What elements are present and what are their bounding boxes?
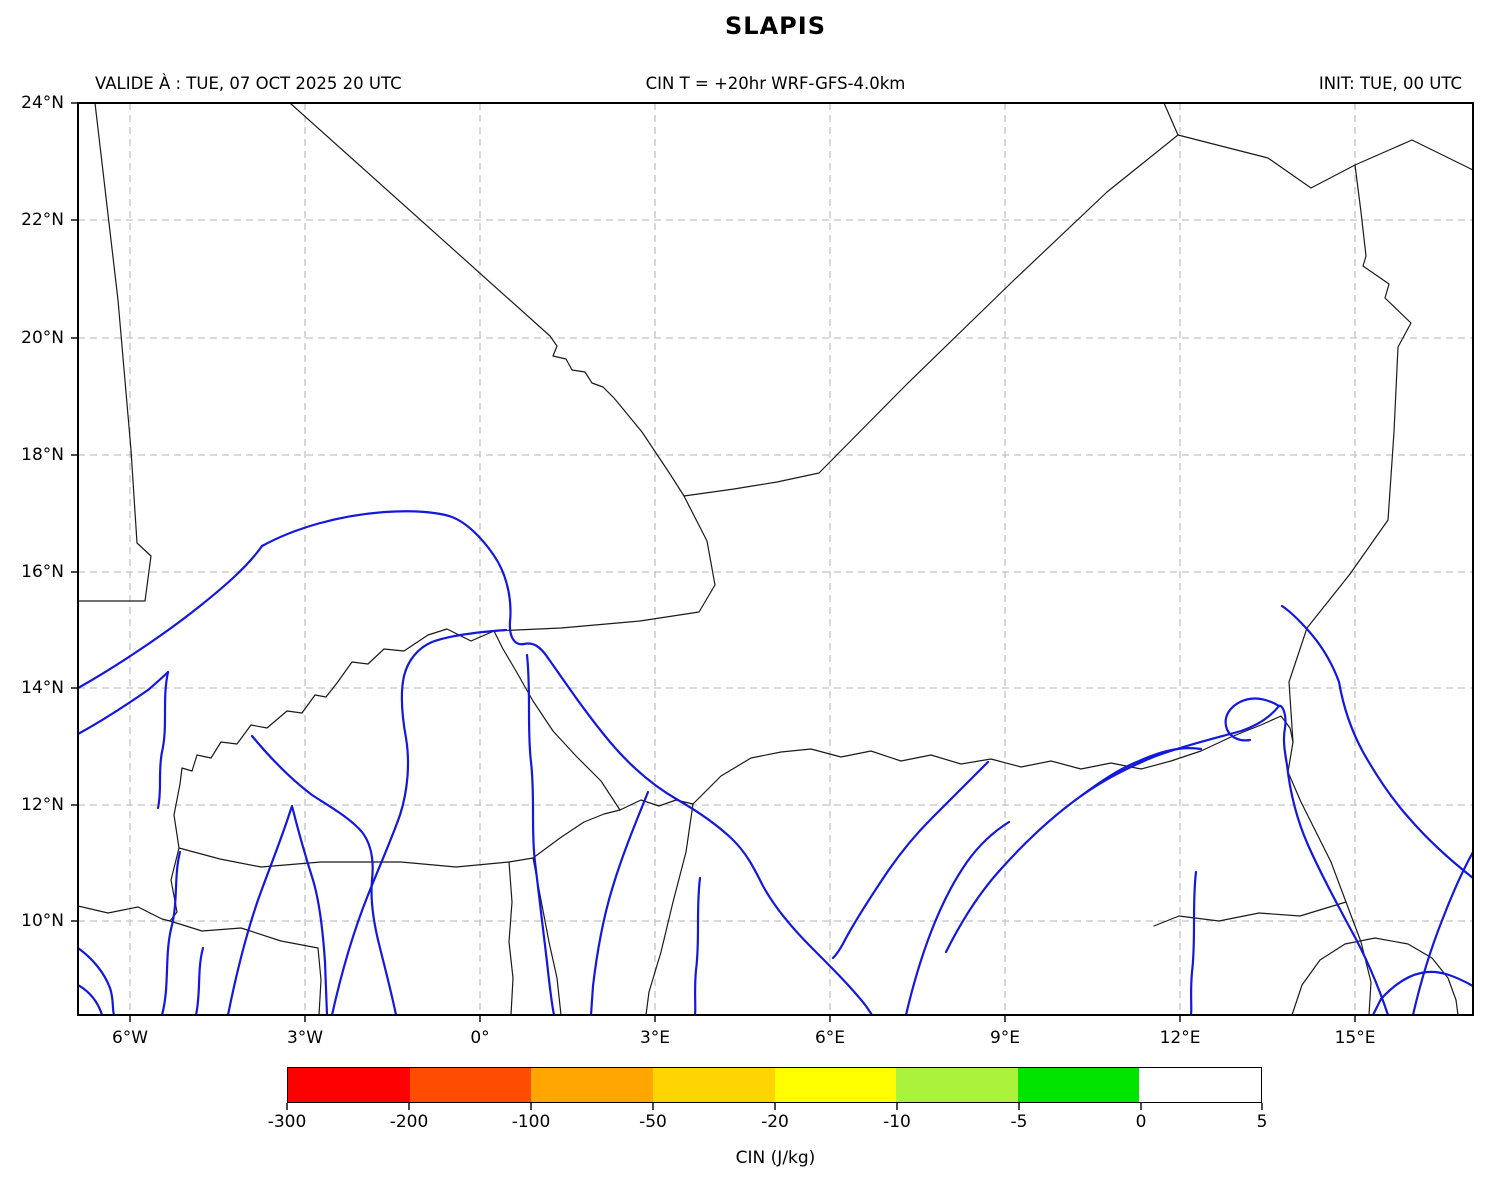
y-axis-label: 14°N <box>21 678 64 698</box>
colorbar-segment <box>288 1068 410 1102</box>
gridlines <box>78 103 1473 1015</box>
border-segment <box>317 947 322 1015</box>
river-segment <box>944 704 1281 954</box>
river-segment <box>1277 704 1390 1015</box>
colorbar-tick-label: 0 <box>1135 1112 1147 1132</box>
border-segment <box>78 905 171 922</box>
river-segment <box>160 850 182 1015</box>
product-label: CIN T = +20hr WRF-GFS-4.0km <box>645 74 906 93</box>
river-segment <box>1280 604 1473 880</box>
river-segment <box>78 670 170 736</box>
river-segment <box>78 544 264 690</box>
border-segment <box>692 715 1294 805</box>
x-axis-label: 0° <box>470 1028 490 1048</box>
x-axis-label: 12°E <box>1159 1028 1201 1048</box>
x-axis-label: 9°E <box>989 1028 1021 1048</box>
valid-time-label: VALIDE À : TUE, 07 OCT 2025 20 UTC <box>95 74 402 93</box>
y-axis-label: 10°N <box>21 911 64 931</box>
colorbar-tick-label: -50 <box>639 1112 667 1132</box>
x-axis-label: 3°E <box>639 1028 671 1048</box>
river-segment <box>330 628 508 1015</box>
border-segment <box>1291 937 1459 1015</box>
border-segment <box>1163 103 1179 136</box>
colorbar <box>287 1067 1262 1103</box>
border-segment <box>508 861 514 1015</box>
colorbar-segment <box>1139 1068 1261 1102</box>
border-segment <box>1288 164 1412 743</box>
river-segment <box>78 983 104 1015</box>
river-segment <box>831 760 990 960</box>
colorbar-tick-label: -10 <box>883 1112 911 1132</box>
border-segment <box>645 803 694 1015</box>
y-axis-label: 16°N <box>21 562 64 582</box>
river-segment <box>260 510 874 1015</box>
axis-ticks <box>71 102 1356 1022</box>
colorbar-segment <box>896 1068 1018 1102</box>
border-segment <box>493 630 621 811</box>
border-segment <box>1177 134 1473 189</box>
river-segment <box>1224 697 1281 742</box>
y-axis-label: 18°N <box>21 445 64 465</box>
y-axis-label: 22°N <box>21 210 64 230</box>
colorbar-tick-label: -5 <box>1010 1112 1028 1132</box>
map-frame <box>77 102 1474 1016</box>
x-axis-label: 3°W <box>286 1028 324 1048</box>
x-axis-label: 6°E <box>814 1028 846 1048</box>
y-axis-label: 20°N <box>21 328 64 348</box>
colorbar-ticks <box>286 1103 1263 1110</box>
river-segment <box>156 670 170 810</box>
river-segment <box>194 946 205 1015</box>
page-title: SLAPIS <box>725 12 826 40</box>
colorbar-segment <box>1017 1068 1140 1102</box>
river-segment <box>525 653 556 1015</box>
border-segment <box>532 809 621 859</box>
river-segment <box>1411 850 1473 1015</box>
init-time-label: INIT: TUE, 00 UTC <box>1318 74 1462 93</box>
colorbar-segment <box>409 1068 532 1102</box>
rivers <box>78 510 1473 1015</box>
y-axis-label: 24°N <box>21 93 64 113</box>
x-axis-label: 15°E <box>1334 1028 1376 1048</box>
river-segment <box>1189 870 1198 1015</box>
border-segment <box>1153 901 1347 927</box>
river-segment <box>226 804 329 1015</box>
river-segment <box>693 876 702 1015</box>
border-segment <box>169 920 319 949</box>
river-segment <box>250 734 398 1015</box>
colorbar-tick-label: -20 <box>761 1112 789 1132</box>
colorbar-segment <box>531 1068 653 1102</box>
border-segment <box>169 783 181 922</box>
border-segment <box>289 103 685 497</box>
border-segment <box>178 847 534 868</box>
colorbar-axis-label: CIN (J/kg) <box>735 1148 816 1168</box>
border-segment <box>1287 741 1372 1015</box>
river-segment <box>1079 747 1203 798</box>
river-segment <box>904 820 1011 1015</box>
colorbar-tick-label: -100 <box>511 1112 551 1132</box>
river-segment <box>589 790 650 1015</box>
border-segment <box>493 495 716 632</box>
colorbar-segment <box>774 1068 897 1102</box>
colorbar-tick-label: -200 <box>389 1112 429 1132</box>
border-segment <box>683 134 1179 497</box>
river-segment <box>78 946 116 1015</box>
colorbar-tick-label: -300 <box>267 1112 307 1132</box>
border-segment <box>179 628 495 785</box>
country-borders <box>78 103 1473 1015</box>
y-axis-label: 12°N <box>21 795 64 815</box>
border-segment <box>78 103 152 602</box>
colorbar-segment <box>652 1068 775 1102</box>
x-axis-label: 6°W <box>111 1028 149 1048</box>
river-segment <box>1371 970 1473 1015</box>
colorbar-tick-label: 5 <box>1256 1112 1268 1132</box>
